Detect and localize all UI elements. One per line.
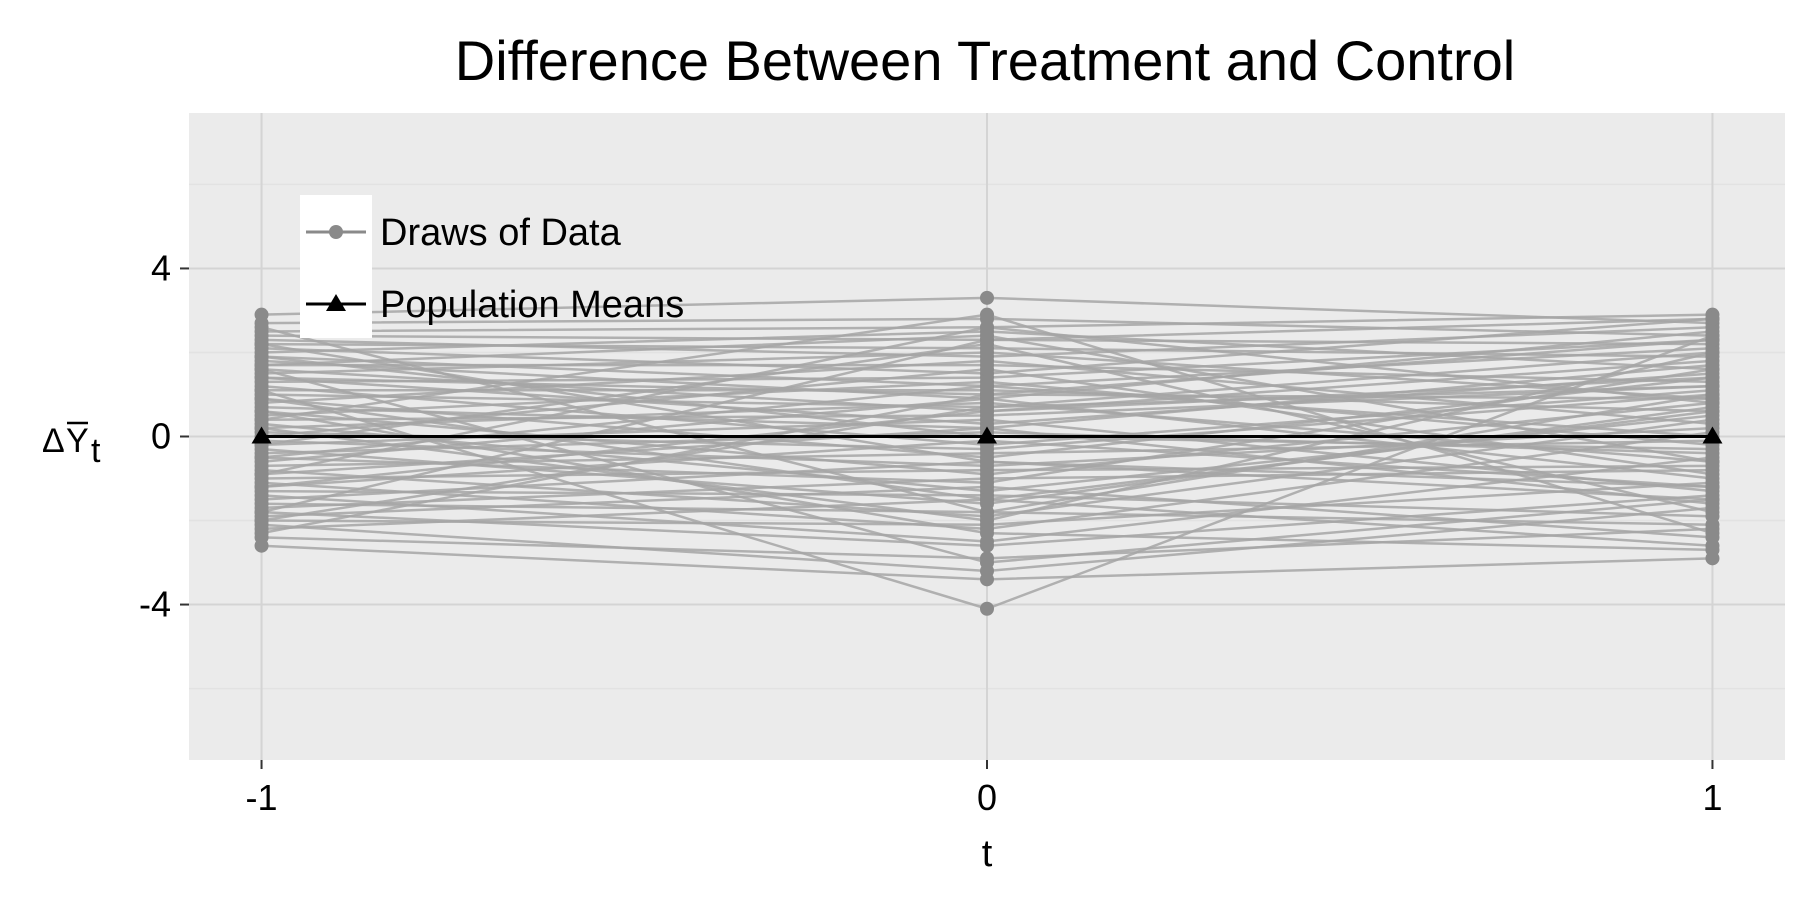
draw-point xyxy=(980,513,994,528)
means-series xyxy=(251,426,1723,444)
draw-point xyxy=(254,467,269,482)
draw-point xyxy=(1705,454,1720,469)
y-axis: -4 0 4 xyxy=(139,247,189,625)
y-tick-label: -4 xyxy=(139,584,171,625)
draw-point xyxy=(980,572,994,587)
draw-point xyxy=(254,337,269,352)
legend-key-draws-point xyxy=(329,225,343,239)
draw-point xyxy=(1705,442,1720,457)
draw-point xyxy=(980,538,994,553)
x-axis: -1 0 1 xyxy=(246,760,1722,818)
draw-point xyxy=(254,538,269,553)
x-axis-label: t xyxy=(982,833,993,875)
draw-point xyxy=(254,370,269,385)
draw-point xyxy=(980,492,994,507)
y-axis-label: Δ Y t xyxy=(42,421,101,470)
draw-point xyxy=(980,479,994,494)
draw-point xyxy=(254,479,269,494)
legend-key-background xyxy=(300,195,372,338)
draw-point xyxy=(980,328,994,343)
draw-point xyxy=(1705,345,1720,360)
mean-point xyxy=(251,426,272,444)
draw-point xyxy=(254,404,269,419)
legend-label-means: Population Means xyxy=(380,284,684,326)
x-tick-label: 0 xyxy=(977,777,997,818)
mean-point xyxy=(977,426,997,444)
mean-point xyxy=(1702,426,1723,444)
draw-point xyxy=(254,320,269,335)
draw-point xyxy=(1705,404,1720,419)
legend-label-draws: Draws of Data xyxy=(380,212,622,254)
y-axis-label-prefix: Δ xyxy=(42,422,65,460)
draw-point xyxy=(254,358,269,373)
draw-point xyxy=(980,307,994,322)
y-axis-label-subscript: t xyxy=(91,432,101,470)
draw-point xyxy=(1705,542,1720,557)
draw-point xyxy=(1705,505,1720,520)
draw-point xyxy=(980,454,994,469)
y-tick-label: 0 xyxy=(151,416,171,457)
draw-point xyxy=(980,555,994,570)
draw-point xyxy=(980,387,994,402)
draw-point xyxy=(1705,492,1720,507)
chart-title: Difference Between Treatment and Control xyxy=(455,29,1515,92)
legend: Draws of Data Population Means xyxy=(300,195,684,338)
draw-point xyxy=(1705,479,1720,494)
x-tick-label: 1 xyxy=(1702,777,1722,818)
draw-point xyxy=(254,391,269,406)
x-tick-label: -1 xyxy=(246,777,278,818)
draw-point xyxy=(980,400,994,415)
draw-point xyxy=(254,513,269,528)
draw-point xyxy=(1705,332,1720,347)
draw-point xyxy=(254,526,269,541)
draw-point xyxy=(1705,391,1720,406)
draw-point xyxy=(980,601,994,616)
draw-point xyxy=(1705,379,1720,394)
legend-key-means-triangle xyxy=(326,294,346,311)
draw-point xyxy=(254,450,269,465)
draw-point xyxy=(980,362,994,377)
y-axis-label-main: Y xyxy=(66,422,89,460)
draw-point xyxy=(1705,526,1720,541)
draw-point xyxy=(980,290,994,305)
draw-point xyxy=(980,526,994,541)
draw-point xyxy=(1705,311,1720,326)
y-tick-label: 4 xyxy=(151,247,171,288)
